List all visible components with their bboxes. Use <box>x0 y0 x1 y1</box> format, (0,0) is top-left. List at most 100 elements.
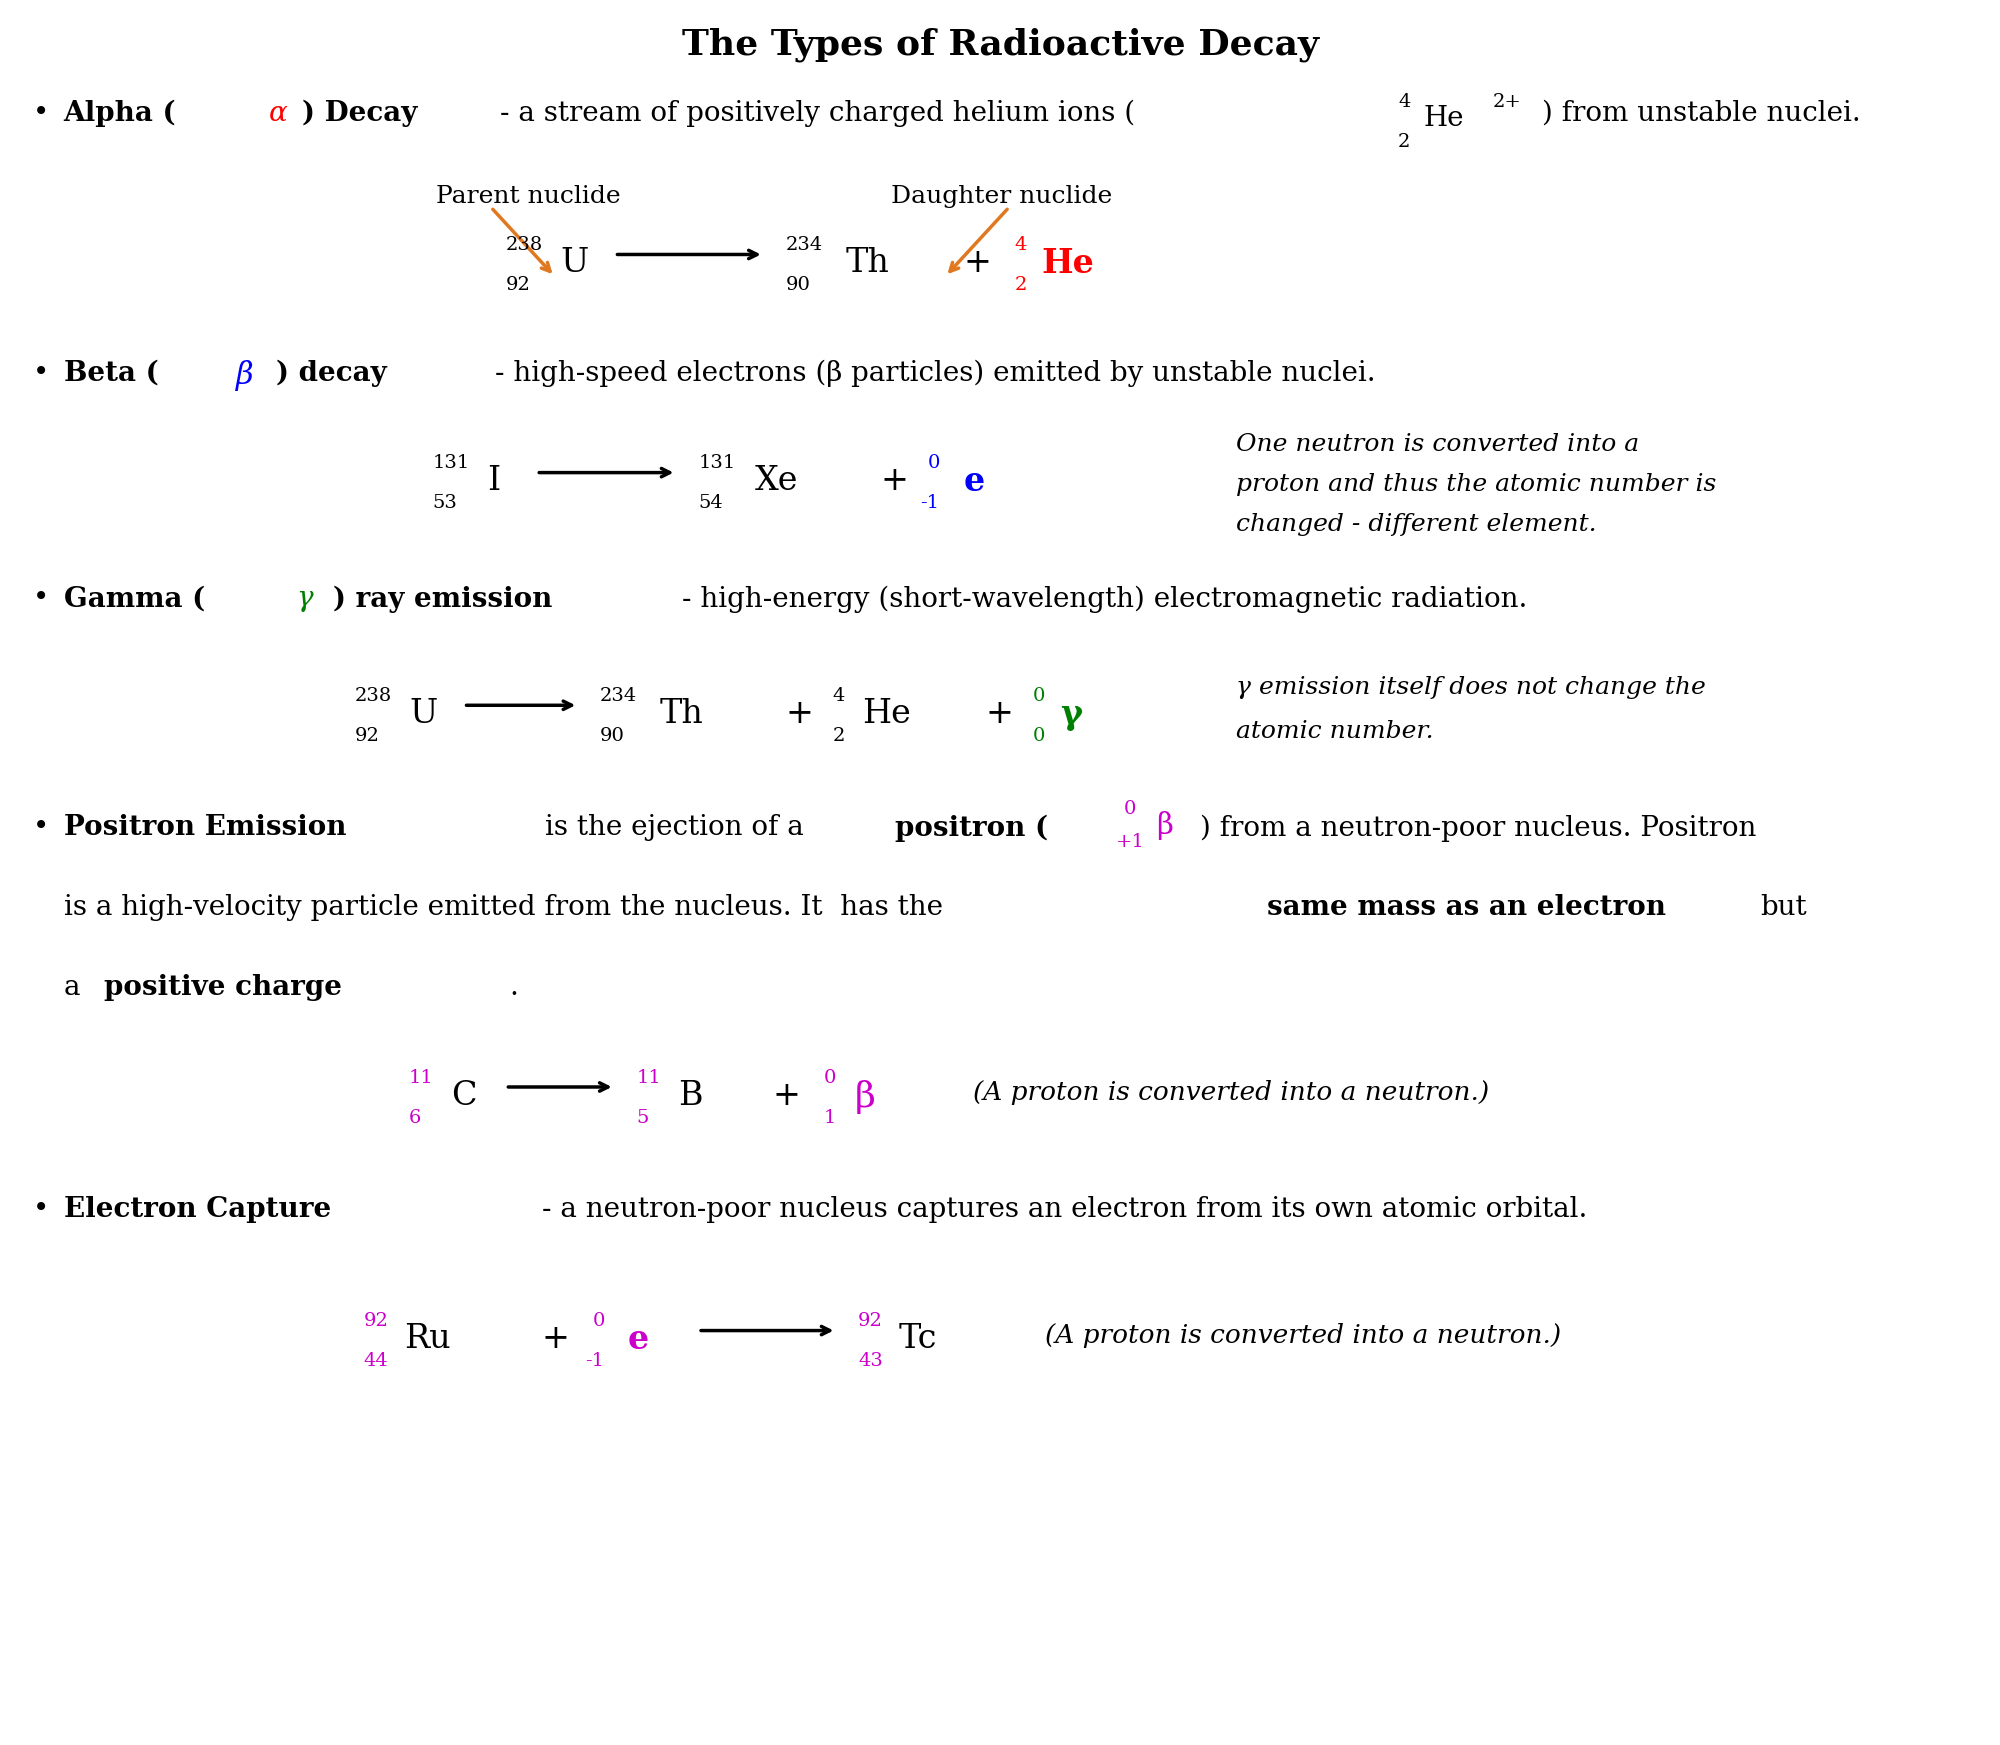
Text: 2: 2 <box>832 728 846 745</box>
Text: 234: 234 <box>786 236 822 255</box>
Text: •: • <box>32 815 48 841</box>
Text: 0: 0 <box>1124 799 1136 818</box>
Text: 1: 1 <box>824 1108 836 1127</box>
Text: I: I <box>488 466 500 497</box>
Text: 6: 6 <box>410 1108 422 1127</box>
Text: proton and thus the atomic number is: proton and thus the atomic number is <box>1236 473 1716 496</box>
Text: Alpha (: Alpha ( <box>64 99 176 127</box>
Text: -1: -1 <box>920 494 940 513</box>
Text: 238: 238 <box>354 688 392 705</box>
Text: 92: 92 <box>858 1312 884 1330</box>
Text: γ: γ <box>1060 698 1082 731</box>
Text: 44: 44 <box>364 1352 388 1370</box>
Text: 2+: 2+ <box>1492 92 1522 110</box>
Text: e: e <box>628 1323 648 1356</box>
Text: 234: 234 <box>600 688 638 705</box>
Text: U: U <box>410 698 438 729</box>
Text: One neutron is converted into a: One neutron is converted into a <box>1236 433 1640 455</box>
Text: C: C <box>450 1080 476 1112</box>
Text: β: β <box>854 1080 876 1113</box>
Text: 90: 90 <box>600 728 624 745</box>
Text: U: U <box>560 248 588 279</box>
Text: 0: 0 <box>928 454 940 473</box>
Text: 92: 92 <box>354 728 380 745</box>
Text: Gamma (: Gamma ( <box>64 585 204 612</box>
Text: ) from unstable nuclei.: ) from unstable nuclei. <box>1542 99 1860 127</box>
Text: +: + <box>964 248 992 279</box>
Text: 0: 0 <box>1032 688 1046 705</box>
Text: ) ray emission: ) ray emission <box>332 585 552 612</box>
Text: - high-speed electrons (β particles) emitted by unstable nuclei.: - high-speed electrons (β particles) emi… <box>494 359 1376 387</box>
Text: 4: 4 <box>832 688 846 705</box>
Text: 0: 0 <box>1032 728 1046 745</box>
Text: - high-energy (short-wavelength) electromagnetic radiation.: - high-energy (short-wavelength) electro… <box>682 585 1528 612</box>
Text: γ: γ <box>296 585 312 612</box>
Text: Parent nuclide: Parent nuclide <box>436 185 620 208</box>
Text: same mass as an electron: same mass as an electron <box>1268 893 1666 921</box>
Text: - a stream of positively charged helium ions (: - a stream of positively charged helium … <box>500 99 1136 127</box>
Text: 0: 0 <box>824 1068 836 1087</box>
Text: 5: 5 <box>636 1108 648 1127</box>
Text: The Types of Radioactive Decay: The Types of Radioactive Decay <box>682 28 1318 61</box>
Text: 238: 238 <box>506 236 542 255</box>
Text: He: He <box>1424 105 1464 133</box>
Text: Th: Th <box>660 698 704 729</box>
Text: He: He <box>862 698 910 729</box>
Text: positron (: positron ( <box>894 815 1048 841</box>
Text: 4: 4 <box>1014 236 1026 255</box>
Text: ) decay: ) decay <box>276 359 388 387</box>
Text: β: β <box>236 359 254 391</box>
Text: but: but <box>1760 893 1806 921</box>
Text: +: + <box>880 466 908 497</box>
Text: e: e <box>964 466 984 499</box>
Text: a: a <box>64 974 80 1002</box>
Text: Daughter nuclide: Daughter nuclide <box>890 185 1112 208</box>
Text: (A proton is converted into a neutron.): (A proton is converted into a neutron.) <box>1046 1323 1562 1349</box>
Text: 11: 11 <box>636 1068 662 1087</box>
Text: •: • <box>32 359 48 387</box>
Text: ) from a neutron-poor nucleus. Positron: ) from a neutron-poor nucleus. Positron <box>1200 815 1756 841</box>
Text: Electron Capture: Electron Capture <box>64 1195 330 1223</box>
Text: changed - different element.: changed - different element. <box>1236 513 1596 536</box>
Text: •: • <box>32 1195 48 1223</box>
Text: 4: 4 <box>1398 92 1410 110</box>
Text: - a neutron-poor nucleus captures an electron from its own atomic orbital.: - a neutron-poor nucleus captures an ele… <box>542 1195 1588 1223</box>
Text: 92: 92 <box>506 276 530 295</box>
Text: 11: 11 <box>410 1068 434 1087</box>
Text: He: He <box>1042 248 1094 281</box>
Text: 2: 2 <box>1398 133 1410 150</box>
Text: +1: +1 <box>1116 832 1146 850</box>
Text: -1: -1 <box>586 1352 604 1370</box>
Text: +: + <box>772 1080 800 1112</box>
Text: 131: 131 <box>432 454 470 473</box>
Text: γ emission itself does not change the: γ emission itself does not change the <box>1236 677 1706 700</box>
Text: .: . <box>510 974 518 1002</box>
Text: atomic number.: atomic number. <box>1236 721 1434 743</box>
Text: •: • <box>32 99 48 127</box>
Text: 0: 0 <box>592 1312 606 1330</box>
Text: Th: Th <box>846 248 890 279</box>
Text: α: α <box>270 99 288 127</box>
Text: Ru: Ru <box>404 1323 450 1356</box>
Text: +: + <box>786 698 814 729</box>
Text: 92: 92 <box>364 1312 388 1330</box>
Text: +: + <box>986 698 1014 729</box>
Text: Beta (: Beta ( <box>64 359 158 387</box>
Text: β: β <box>1156 811 1174 839</box>
Text: 2: 2 <box>1014 276 1026 295</box>
Text: Xe: Xe <box>754 466 798 497</box>
Text: Tc: Tc <box>898 1323 936 1356</box>
Text: 43: 43 <box>858 1352 884 1370</box>
Text: B: B <box>678 1080 702 1112</box>
Text: +: + <box>542 1323 570 1356</box>
Text: ) Decay: ) Decay <box>302 99 418 127</box>
Text: 90: 90 <box>786 276 810 295</box>
Text: •: • <box>32 585 48 612</box>
Text: 131: 131 <box>698 454 736 473</box>
Text: positive charge: positive charge <box>104 974 342 1002</box>
Text: is the ejection of a: is the ejection of a <box>546 815 804 841</box>
Text: is a high-velocity particle emitted from the nucleus. It  has the: is a high-velocity particle emitted from… <box>64 893 942 921</box>
Text: Positron Emission: Positron Emission <box>64 815 346 841</box>
Text: 54: 54 <box>698 494 722 513</box>
Text: 53: 53 <box>432 494 458 513</box>
